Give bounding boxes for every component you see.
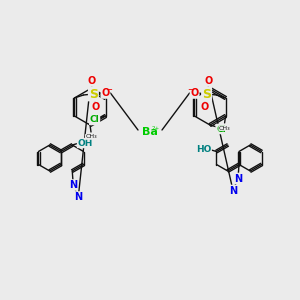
Text: CH₃: CH₃ bbox=[219, 125, 230, 130]
Text: −: − bbox=[188, 87, 194, 93]
Text: S: S bbox=[89, 88, 98, 100]
Text: S: S bbox=[202, 88, 211, 100]
Text: O: O bbox=[87, 76, 95, 86]
Text: O: O bbox=[190, 88, 199, 98]
Text: Cl: Cl bbox=[90, 116, 100, 124]
Text: O: O bbox=[200, 102, 209, 112]
Text: N: N bbox=[74, 192, 82, 202]
Text: 2+: 2+ bbox=[152, 125, 160, 130]
Text: HO: HO bbox=[196, 145, 211, 154]
Text: O: O bbox=[91, 102, 100, 112]
Text: N: N bbox=[69, 180, 77, 190]
Text: CH₃: CH₃ bbox=[85, 134, 97, 140]
Text: Ba: Ba bbox=[142, 127, 158, 137]
Text: Cl: Cl bbox=[216, 124, 226, 134]
Text: N: N bbox=[229, 185, 237, 196]
Text: O: O bbox=[205, 76, 213, 86]
Text: −: − bbox=[106, 87, 112, 93]
Text: N: N bbox=[234, 173, 242, 184]
Text: OH: OH bbox=[78, 139, 93, 148]
Text: O: O bbox=[101, 88, 110, 98]
